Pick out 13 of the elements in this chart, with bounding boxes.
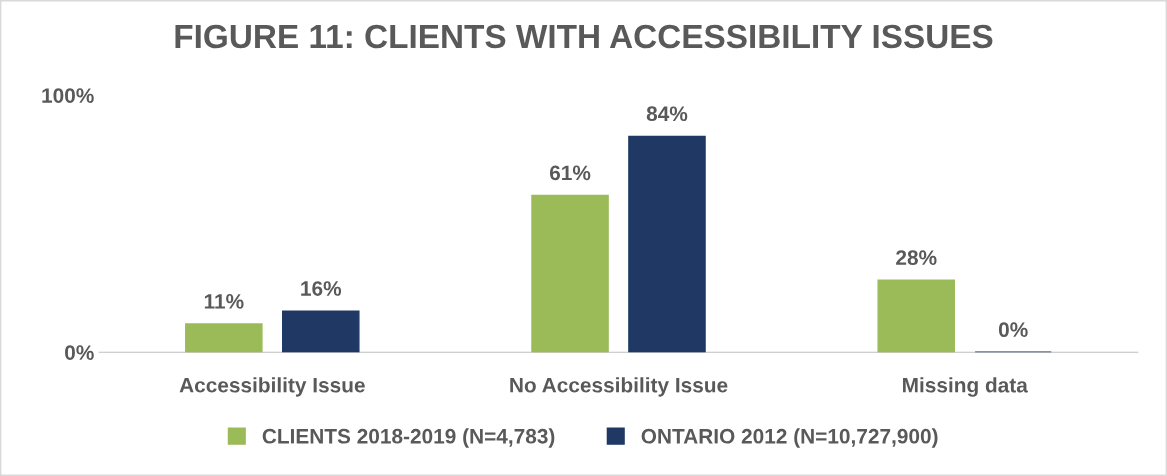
legend-label: CLIENTS 2018-2019 (N=4,783) — [262, 428, 555, 448]
data-label: 84% — [646, 106, 688, 122]
x-tick-label: Missing data — [903, 377, 1028, 397]
data-label: 28% — [896, 250, 937, 266]
data-label: 11% — [204, 294, 244, 309]
data-label: 0% — [998, 322, 1028, 338]
y-tick-label: 100% — [42, 88, 94, 103]
x-tick-label: No Accessibility Issue — [510, 377, 728, 397]
data-label: 61% — [549, 165, 591, 181]
data-label: 16% — [301, 281, 342, 296]
legend-label: ONTARIO 2012 (N=10,727,900) — [641, 428, 938, 448]
chart-title: FIGURE 11: CLIENTS WITH ACCESSIBILITY ISSUES — [175, 24, 993, 49]
x-tick-label: Accessibility Issue — [179, 377, 365, 397]
